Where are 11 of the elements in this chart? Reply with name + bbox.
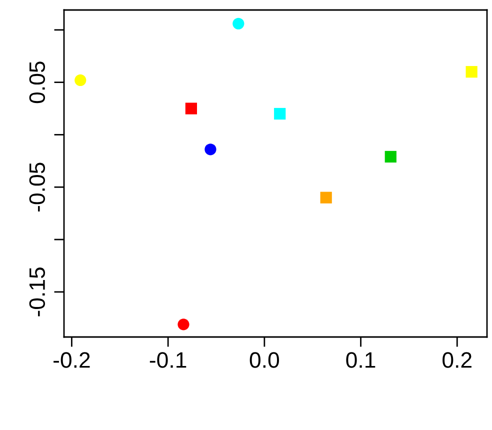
point [320, 192, 332, 204]
x-tick-label: 0.0 [250, 352, 279, 368]
x-tick-label: -0.2 [54, 352, 90, 368]
y-tick-label: -0.15 [29, 268, 46, 316]
point [204, 144, 216, 156]
y-tick-label: 0.05 [29, 62, 46, 104]
x-tick-label: 0.1 [346, 352, 376, 368]
y-tick-label: -0.05 [29, 162, 46, 212]
point [384, 150, 396, 163]
x-tick-label: 0.2 [442, 352, 472, 368]
x-tick-label: -0.1 [150, 352, 186, 368]
